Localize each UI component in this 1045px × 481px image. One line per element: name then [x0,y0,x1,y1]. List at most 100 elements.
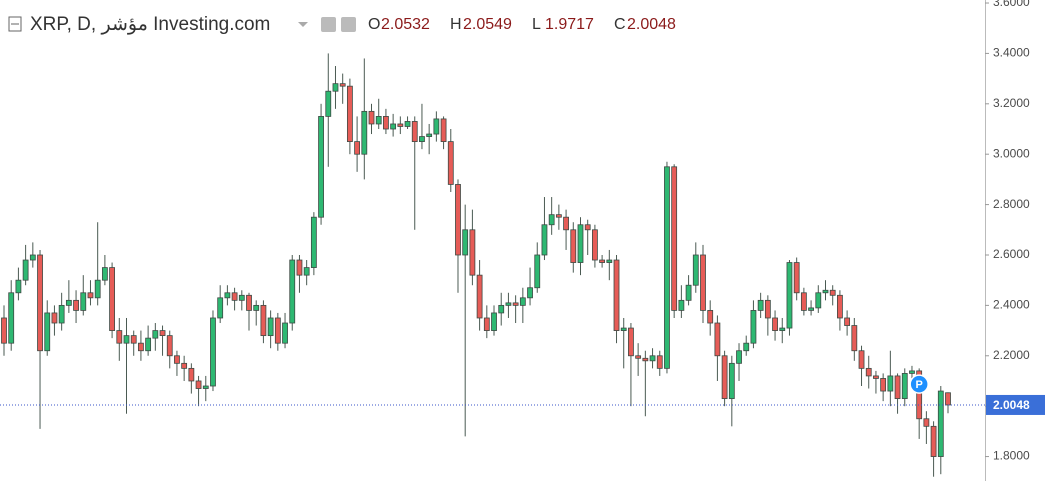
candle-body [15,279,22,294]
candle-body [152,330,159,339]
candle-body [815,292,822,309]
candle-body [635,355,642,359]
candle-body [87,292,94,299]
candle-body [58,304,65,324]
candle-body [851,325,858,352]
candle-body [267,317,274,337]
candle-body [202,385,209,389]
chart-title: XRP, D, مؤشر Investing.com [30,14,270,35]
candle-body [166,335,173,357]
candle-body [505,302,512,306]
candle-body [887,375,894,392]
y-tick-label: 3.2000 [993,96,1030,110]
candle-body [743,342,750,352]
y-tick-label: 2.4000 [993,298,1030,312]
ohlc-header: O 2.0532 H 2.0549 L 1.9717 C 2.0048 [368,16,676,33]
ohlc-key: O [368,16,380,33]
candle-body [692,254,699,286]
candle-body [282,322,288,344]
collapse-icon[interactable] [8,16,22,32]
candle-body [649,355,656,362]
ohlc-value: 2.0549 [463,16,512,33]
candle-body [793,262,800,294]
candle-body [772,317,778,331]
candle-body [642,357,649,362]
candle-body [865,367,872,377]
candle-body [339,83,346,87]
candle-body [130,335,137,344]
candle-body [94,279,101,299]
candle-body [303,267,310,276]
candle-body [411,121,418,143]
candle-body [188,367,195,382]
candle-body [671,166,678,311]
candle-body [800,292,807,311]
candle-body [613,259,620,331]
title-dropdown[interactable] [298,22,308,27]
candle-body [325,90,332,117]
candle-body [721,355,728,400]
candle-body [700,254,706,311]
candle-body [728,362,735,400]
candle-body [707,310,714,324]
candle-body [620,327,627,331]
candle-body [808,307,814,311]
candle-body [476,274,483,319]
candle-body [901,373,908,400]
candle-body [858,350,865,369]
candle-body [498,304,505,314]
candle-body [519,297,526,306]
candle-body [880,378,887,392]
y-tick-label: 2.6000 [993,247,1030,261]
candle-body [664,166,670,369]
candle-body [909,370,915,374]
candle-body [116,330,123,344]
candle-body [916,370,923,420]
candle-body [332,83,339,92]
candle-body [937,390,944,457]
last-price-label: 2.0048 [993,398,1030,412]
candle-body [8,292,15,344]
y-tick-label: 3.4000 [993,46,1030,60]
event-marker[interactable] [909,374,929,394]
candle-body [174,355,180,364]
candle-body [224,292,231,299]
candle-body [757,299,764,311]
candle-body [123,335,130,344]
candle-body [570,229,577,263]
candle-body [750,310,757,344]
candle-body [390,123,397,130]
y-tick-label: 3.6000 [993,0,1030,9]
candle-body [253,304,260,311]
candle-body [289,259,296,324]
candle-body [274,317,281,344]
candle-body [231,292,238,301]
y-tick-label: 1.8000 [993,449,1030,463]
candle-body [628,327,634,357]
candle-body [894,375,901,400]
y-tick-label: 2.2000 [993,348,1030,362]
candle-body [181,362,188,369]
settings-icon[interactable] [321,17,336,32]
candle-body [246,294,252,311]
ohlc-key: H [450,16,462,33]
ohlc-value: 2.0048 [627,16,676,33]
candle-body [238,294,245,301]
candle-body [548,214,555,226]
candle-body [534,254,541,289]
candle-body [577,224,584,263]
candle-body [527,287,533,299]
candle-body [764,299,771,319]
candle-body [145,337,152,352]
candle-body [22,259,29,281]
candle-body [599,259,606,263]
candle-body [404,121,411,127]
candle-body [354,141,360,155]
settings-icon[interactable] [341,17,356,32]
candle-body [685,284,692,301]
candle-body [447,141,454,185]
candle-body [483,317,490,331]
candle-body [375,116,382,125]
candle-body [563,216,569,231]
candle-body [736,350,742,364]
